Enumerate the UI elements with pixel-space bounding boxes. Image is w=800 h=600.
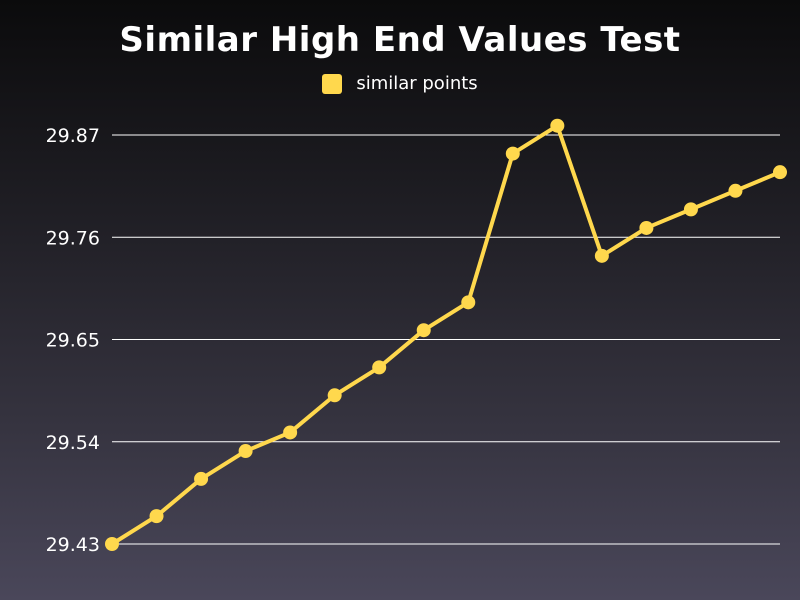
series-layer bbox=[105, 118, 787, 551]
grid-lines bbox=[112, 134, 780, 545]
y-tick-label: 29.87 bbox=[46, 125, 100, 147]
data-point bbox=[416, 323, 431, 338]
data-point bbox=[461, 295, 476, 310]
data-point bbox=[238, 444, 253, 459]
data-point bbox=[194, 471, 209, 486]
data-point bbox=[372, 360, 387, 375]
legend-item: similar points bbox=[322, 73, 478, 94]
legend: similar points bbox=[0, 73, 800, 94]
data-point bbox=[149, 509, 164, 524]
chart-title: Similar High End Values Test bbox=[119, 20, 681, 60]
data-point bbox=[728, 183, 743, 198]
data-point bbox=[283, 425, 298, 440]
data-point bbox=[550, 118, 565, 133]
data-point bbox=[594, 248, 609, 263]
data-point bbox=[639, 220, 654, 235]
legend-swatch bbox=[322, 73, 343, 94]
y-axis-ticks: 29.43 29.54 29.65 29.76 29.87 bbox=[46, 125, 100, 556]
data-point bbox=[505, 146, 520, 161]
y-tick-label: 29.65 bbox=[46, 330, 100, 352]
y-tick-label: 29.54 bbox=[46, 432, 100, 454]
legend-label: similar points bbox=[356, 73, 478, 94]
y-tick-label: 29.76 bbox=[46, 227, 100, 249]
data-point bbox=[683, 202, 698, 217]
data-point bbox=[327, 388, 342, 403]
data-point bbox=[105, 537, 119, 551]
data-point bbox=[773, 165, 787, 180]
y-tick-label: 29.43 bbox=[46, 534, 100, 556]
series-line bbox=[110, 123, 781, 546]
